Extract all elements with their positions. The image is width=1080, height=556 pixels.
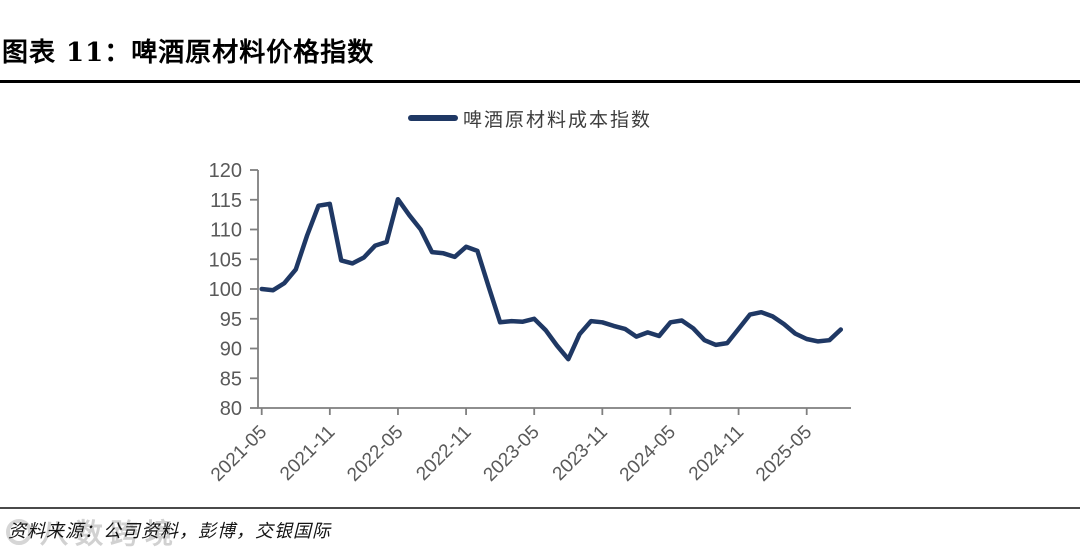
legend-label: 啤酒原材料成本指数 [463, 108, 653, 131]
watermark-logo-icon [6, 519, 32, 545]
y-tick-label: 85 [220, 368, 242, 390]
x-tick-label: 2021-11 [276, 422, 339, 485]
x-tick-label: 2024-05 [616, 422, 680, 486]
source-note: 资料来源：公司资料，彭博，交银国际 [8, 521, 331, 542]
y-tick-label: 105 [209, 249, 242, 271]
x-tick-label: 2023-11 [549, 422, 612, 485]
y-tick-label: 110 [210, 220, 242, 242]
x-tick-label: 2023-05 [480, 422, 544, 486]
bottom-divider [0, 507, 1080, 509]
title-divider [0, 80, 1080, 83]
x-tick-label: 2024-11 [685, 422, 748, 485]
watermark-text: 八数跨境 [40, 517, 181, 550]
x-tick-label: 2022-05 [343, 422, 407, 486]
x-tick-label: 2021-05 [207, 422, 271, 486]
legend-line-swatch [408, 115, 458, 121]
y-tick-label: 115 [210, 190, 242, 212]
cost-index-line [259, 196, 844, 362]
watermark: 八数跨境 [6, 512, 180, 552]
y-tick-label: 90 [220, 339, 242, 361]
figure-title: 图表 11：啤酒原材料价格指数 [2, 38, 375, 68]
axis-lines [257, 170, 851, 409]
x-tick-label: 2022-11 [412, 422, 475, 485]
y-tick-label: 80 [220, 398, 242, 420]
x-tick-label: 2025-05 [752, 422, 816, 486]
chart-legend: 啤酒原材料成本指数 [408, 106, 653, 131]
y-tick-label: 100 [209, 279, 242, 301]
y-tick-label: 120 [209, 160, 242, 182]
y-tick-label: 95 [220, 309, 242, 331]
